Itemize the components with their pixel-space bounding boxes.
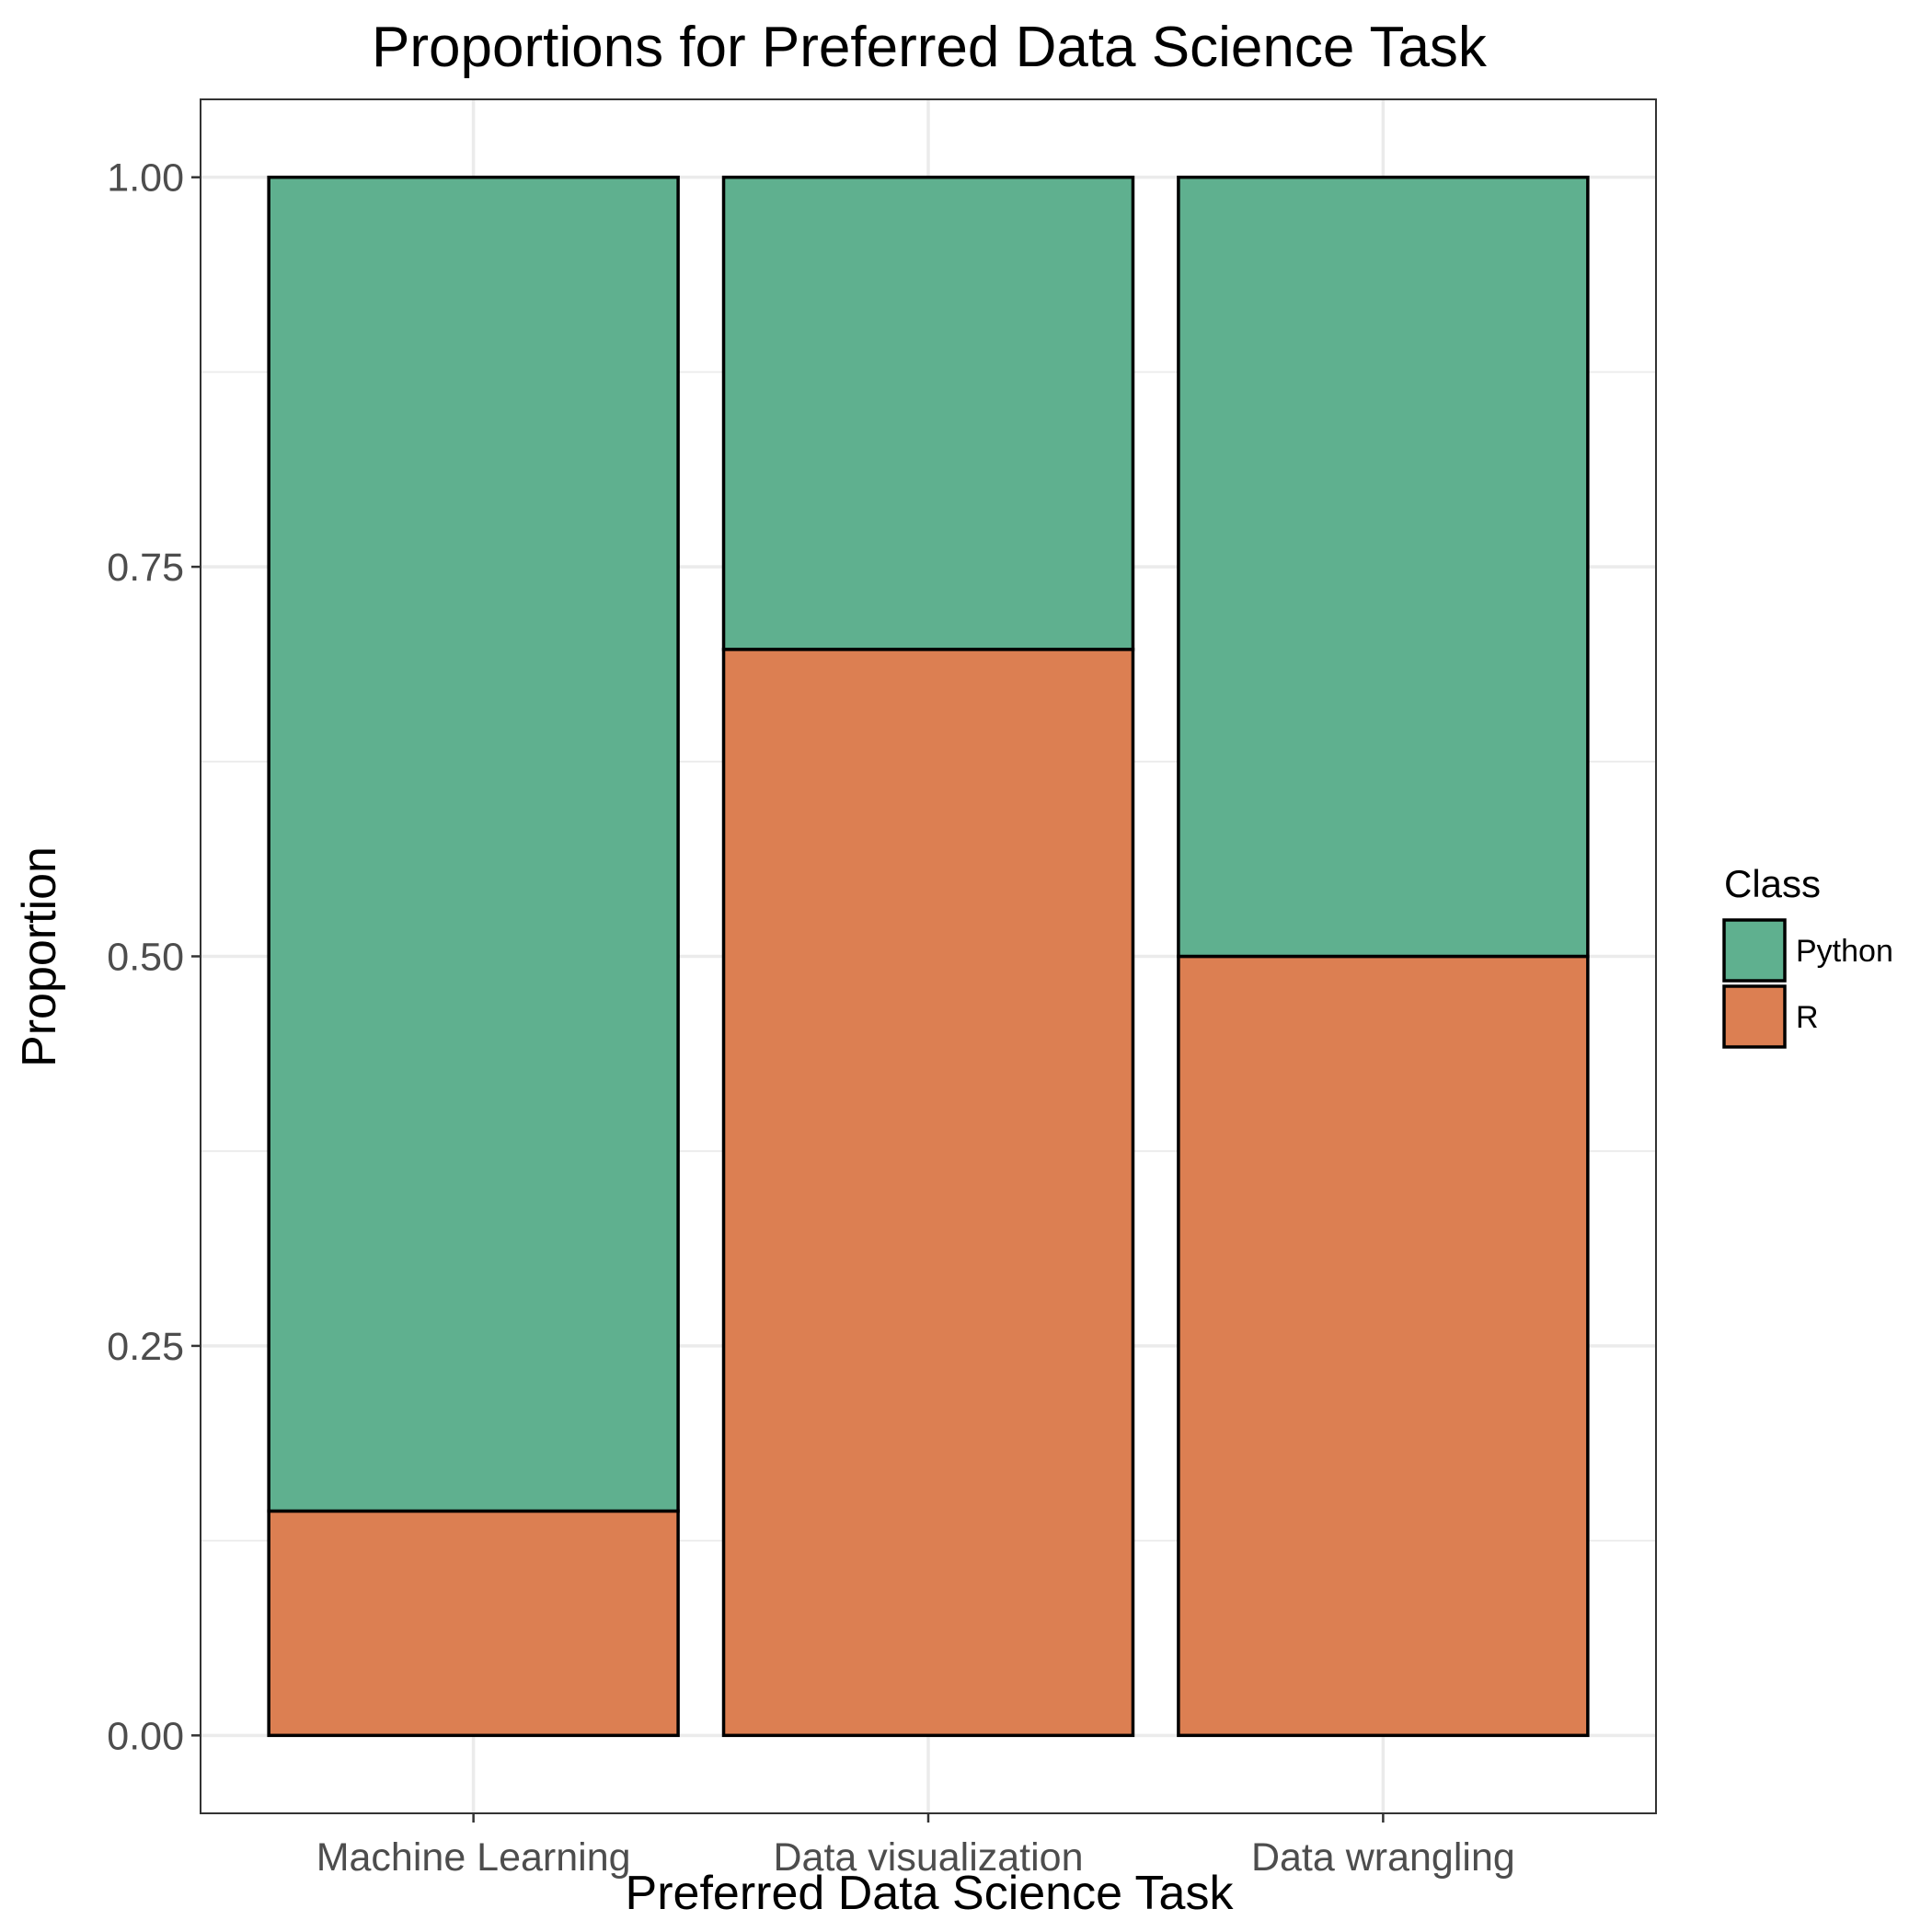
y-axis: 0.00 0.25 0.50 0.75 1.00 bbox=[107, 156, 201, 1758]
x-tick-label: Data wrangling bbox=[1251, 1835, 1515, 1880]
bar-r-data-wrangling bbox=[1177, 954, 1590, 1738]
legend-key-r bbox=[1722, 984, 1787, 1049]
legend: Class Python R bbox=[1722, 862, 1893, 1049]
y-tick-label: 0.50 bbox=[107, 936, 184, 980]
y-tick-label: 0.25 bbox=[107, 1325, 184, 1369]
bar-python-data-visualization bbox=[721, 175, 1135, 651]
legend-title: Class bbox=[1724, 862, 1821, 905]
legend-label-r: R bbox=[1796, 1000, 1819, 1035]
y-tick-label: 0.75 bbox=[107, 546, 184, 590]
x-tick-label: Data visualization bbox=[773, 1835, 1083, 1880]
bar-python-machine-learning bbox=[267, 175, 680, 1513]
legend-label-python: Python bbox=[1796, 934, 1893, 969]
legend-key-python bbox=[1722, 918, 1787, 983]
bars bbox=[267, 175, 1590, 1738]
x-axis: Machine Learning Data visualization Data w… bbox=[316, 1813, 1515, 1880]
y-tick-label: 0.00 bbox=[107, 1714, 184, 1758]
y-tick-label: 1.00 bbox=[107, 156, 184, 201]
bar-r-data-visualization bbox=[721, 648, 1135, 1738]
plot-panel bbox=[200, 98, 1657, 1814]
bar-python-data-wrangling bbox=[1177, 175, 1590, 959]
x-axis-title: Preferred Data Science Task bbox=[626, 1867, 1235, 1920]
y-axis-title: Proportion bbox=[13, 846, 66, 1067]
chart-title: Proportions for Preferred Data Science T… bbox=[372, 16, 1488, 79]
bar-r-machine-learning bbox=[267, 1509, 680, 1738]
x-tick-label: Machine Learning bbox=[316, 1835, 631, 1880]
